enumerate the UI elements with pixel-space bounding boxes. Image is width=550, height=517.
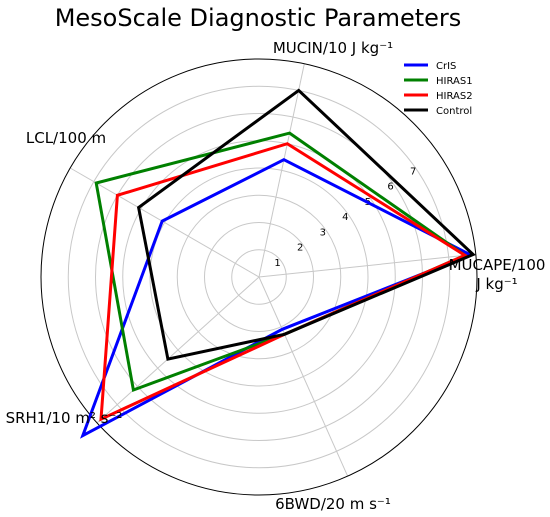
grid-ring xyxy=(204,222,314,332)
legend-label: HIRAS1 xyxy=(436,76,473,87)
axis-label: J kg⁻¹ xyxy=(475,275,517,293)
axis-label: LCL/100 m xyxy=(26,129,106,147)
grid-spoke xyxy=(258,253,476,278)
radial-tick-label: 3 xyxy=(320,227,326,238)
outer-frame xyxy=(40,58,478,496)
radial-tick-label: 1 xyxy=(274,258,280,269)
grid-ring xyxy=(231,249,287,305)
series-line-control xyxy=(136,88,476,361)
grid-ring xyxy=(176,194,342,360)
radial-tick-label: 2 xyxy=(297,243,303,254)
legend-label: Control xyxy=(436,106,472,117)
grid-ring xyxy=(67,85,451,469)
legend-label: CrIS xyxy=(436,61,456,72)
axis-label: 6BWD/20 m s⁻¹ xyxy=(275,495,391,513)
grid-spoke xyxy=(258,63,305,278)
legend: CrIS HIRAS1 HIRAS2 Control xyxy=(404,61,473,117)
radial-tick-label: 4 xyxy=(342,212,348,223)
legend-label: HIRAS2 xyxy=(436,91,473,102)
chart-title: MesoScale Diagnostic Parameters xyxy=(55,4,462,32)
axis-label: MUCIN/10 J kg⁻¹ xyxy=(273,39,393,57)
axis-label: SRH1/10 m² s⁻² xyxy=(6,409,123,427)
grid-spoke xyxy=(96,276,260,424)
grid-spoke xyxy=(69,167,260,278)
grid-ring xyxy=(149,167,369,387)
radial-tick-label: 6 xyxy=(387,182,393,193)
axis-label: MUCAPE/100 xyxy=(449,256,546,274)
radial-tick-label: 7 xyxy=(410,166,416,177)
radar-series xyxy=(80,88,476,439)
grid-spoke xyxy=(258,276,349,477)
